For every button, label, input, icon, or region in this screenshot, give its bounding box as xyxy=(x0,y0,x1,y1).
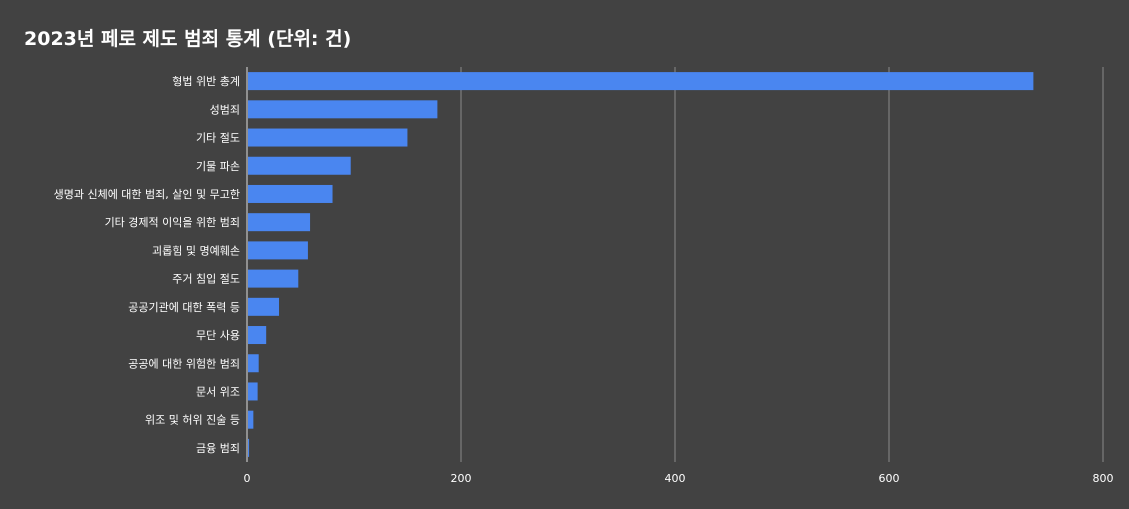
category-label: 기물 파손 xyxy=(196,160,240,173)
bar xyxy=(248,241,308,260)
category-label: 위조 및 허위 진술 등 xyxy=(145,414,240,427)
bar xyxy=(248,354,259,373)
x-tick-label: 800 xyxy=(1093,472,1114,485)
bar xyxy=(248,100,438,119)
bar xyxy=(248,382,258,401)
category-label: 금융 범죄 xyxy=(196,442,240,455)
bar xyxy=(248,128,408,147)
chart-title: 2023년 페로 제도 범죄 통계 (단위: 건) xyxy=(24,28,352,50)
bar xyxy=(248,184,333,203)
category-label: 문서 위조 xyxy=(196,385,240,398)
category-label: 공공기관에 대한 폭력 등 xyxy=(128,301,240,314)
category-label: 공공에 대한 위험한 범죄 xyxy=(128,357,240,370)
bar xyxy=(248,269,299,288)
bar xyxy=(248,213,311,232)
bar xyxy=(248,297,280,316)
category-label: 괴롭힘 및 명예훼손 xyxy=(152,244,240,257)
bar xyxy=(248,72,1034,91)
category-label: 성범죄 xyxy=(210,103,240,116)
bar xyxy=(248,438,250,457)
category-label: 무단 사용 xyxy=(196,329,240,342)
category-label: 기타 경제적 이익을 위한 범죄 xyxy=(105,216,240,229)
x-tick-label: 200 xyxy=(451,472,472,485)
bar xyxy=(248,156,351,175)
bar xyxy=(248,410,254,429)
category-label: 기타 절도 xyxy=(196,132,240,145)
x-tick-label: 600 xyxy=(879,472,900,485)
category-label: 생명과 신체에 대한 범죄, 살인 및 무고한 xyxy=(54,188,240,201)
bar xyxy=(248,326,267,345)
x-tick-label: 400 xyxy=(665,472,686,485)
category-label: 형법 위반 총계 xyxy=(172,75,240,88)
category-label: 주거 침입 절도 xyxy=(172,273,240,286)
x-tick-label: 0 xyxy=(244,472,251,485)
